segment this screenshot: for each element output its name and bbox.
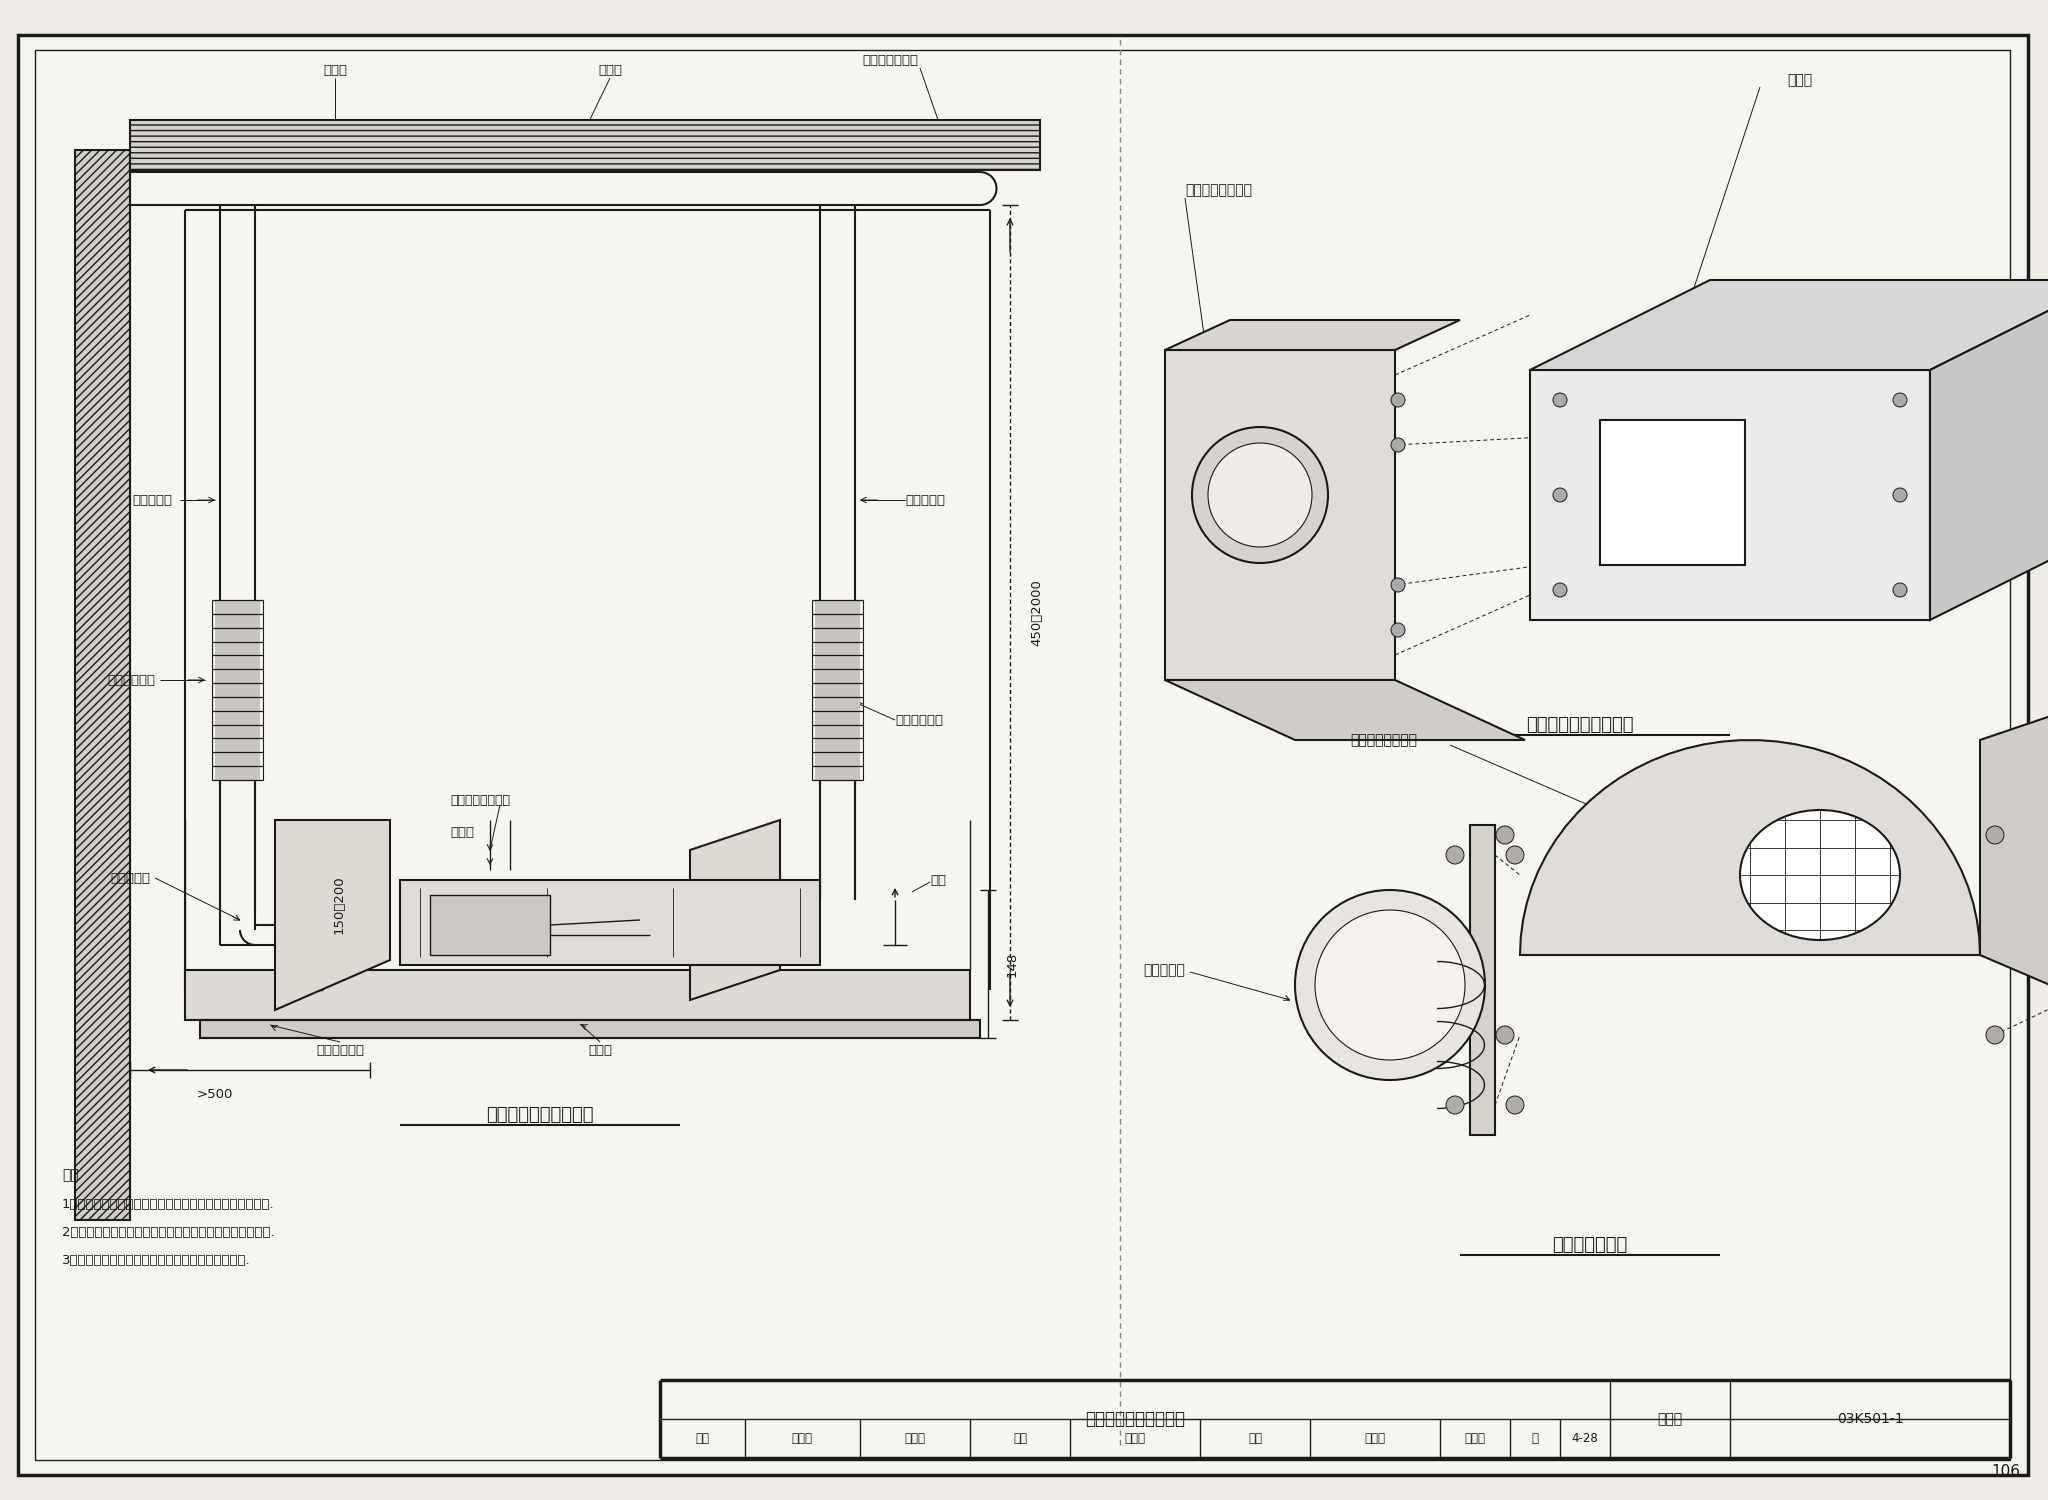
Circle shape [1987,1026,2005,1044]
Text: 进气管接头: 进气管接头 [1143,963,1186,976]
Text: 发生器: 发生器 [451,825,473,839]
Circle shape [1505,846,1524,864]
Text: 进气管接头安装: 进气管接头安装 [1552,1236,1628,1254]
Text: 设计: 设计 [1247,1432,1262,1446]
Text: 1、进气管不能与反射板接触，安装时应考虑设备的热膨胀.: 1、进气管不能与反射板接触，安装时应考虑设备的热膨胀. [61,1198,274,1212]
Polygon shape [1165,680,1526,740]
Text: 3、本图根据大庆双能高科技有限公司提供资料编制.: 3、本图根据大庆双能高科技有限公司提供资料编制. [61,1254,250,1268]
Text: 白小步: 白小步 [1124,1432,1145,1446]
Ellipse shape [1741,810,1901,940]
Text: 发生器与空气管的安装: 发生器与空气管的安装 [1085,1410,1186,1428]
Text: 图集号: 图集号 [1657,1412,1683,1426]
Circle shape [1495,1026,1513,1044]
Polygon shape [274,821,389,1010]
Text: 进气管接头: 进气管接头 [111,871,150,885]
Text: 朝卫卫: 朝卫卫 [791,1432,813,1446]
Text: 106: 106 [1991,1464,2019,1479]
Text: 发生器进气管接头: 发生器进气管接头 [1186,183,1251,196]
Bar [129,120,1040,170]
Polygon shape [1980,693,2048,1016]
Polygon shape [1929,280,2048,620]
Bar [184,970,971,1020]
Circle shape [1552,488,1567,502]
Text: 150～200: 150～200 [334,876,346,934]
Text: 450～2000: 450～2000 [1030,579,1042,646]
Bar [76,150,129,1220]
Text: 反射板: 反射板 [588,1044,612,1056]
Circle shape [1495,827,1513,844]
Circle shape [1552,584,1567,597]
Polygon shape [1599,420,1745,566]
Circle shape [1208,442,1313,548]
Text: 反射板末端板: 反射板末端板 [315,1044,365,1056]
Text: 古初次: 古初次 [905,1432,926,1446]
Text: 03K501-1: 03K501-1 [1837,1412,1903,1426]
Text: 戴门门: 戴门门 [1464,1432,1485,1446]
Circle shape [1391,438,1405,452]
Bar [399,880,819,965]
Text: >500: >500 [197,1089,233,1101]
Bar [201,1020,981,1038]
Text: 硅胶衬钢软节: 硅胶衬钢软节 [895,714,942,726]
Bar [815,600,860,780]
Circle shape [1446,846,1464,864]
Text: 校对: 校对 [1014,1432,1026,1446]
Text: 自室外: 自室外 [324,63,346,76]
Text: 注：: 注： [61,1168,78,1182]
Text: 发生器与空气管的安装: 发生器与空气管的安装 [485,1106,594,1124]
Text: 接下一个发生器: 接下一个发生器 [862,54,918,66]
Circle shape [1892,488,1907,502]
Text: 发生器进气管接头: 发生器进气管接头 [451,794,510,807]
Text: 页: 页 [1532,1432,1538,1446]
Polygon shape [1165,320,1460,350]
Polygon shape [1470,825,1495,1136]
Text: 进气管: 进气管 [598,63,623,76]
Text: 吊耳: 吊耳 [930,873,946,886]
Circle shape [1552,393,1567,406]
Text: 148: 148 [1006,951,1020,976]
Text: 辐射管末端通风罩: 辐射管末端通风罩 [1350,734,1417,747]
Circle shape [1446,1096,1464,1114]
Polygon shape [1530,370,1929,620]
Text: 2、空气系统的所有接头应连接紧密，入口处要加装过滤网.: 2、空气系统的所有接头应连接紧密，入口处要加装过滤网. [61,1227,274,1239]
Circle shape [1987,827,2005,844]
Polygon shape [1530,280,2048,370]
Text: 戴海洋: 戴海洋 [1364,1432,1386,1446]
Text: 发生器: 发生器 [1788,74,1812,87]
Text: 审核: 审核 [694,1432,709,1446]
Circle shape [1315,910,1464,1060]
Text: 4-28: 4-28 [1571,1432,1597,1446]
Circle shape [1892,584,1907,597]
Text: 发生器空气管接头安装: 发生器空气管接头安装 [1526,716,1634,734]
Circle shape [1391,393,1405,406]
Bar [215,600,260,780]
Text: 进气管支管: 进气管支管 [905,494,944,507]
Circle shape [1892,393,1907,406]
Bar [430,896,551,956]
Circle shape [1391,578,1405,592]
Text: 进气管支管: 进气管支管 [131,494,172,507]
Circle shape [1294,890,1485,1080]
Circle shape [1192,427,1327,562]
Polygon shape [1165,350,1395,680]
Text: 硅胶衬钢软节: 硅胶衬钢软节 [106,674,156,687]
Polygon shape [1520,740,1980,956]
Circle shape [1391,622,1405,638]
Polygon shape [690,821,780,1001]
Circle shape [1505,1096,1524,1114]
